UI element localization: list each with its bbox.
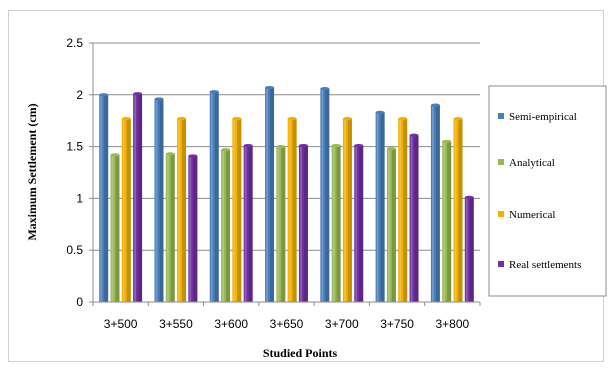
bar-analytical-3+800 xyxy=(442,139,452,302)
bar-real-settlements-3+650 xyxy=(298,143,308,302)
bar-real-settlements-3+700 xyxy=(354,143,364,302)
gridlines xyxy=(93,42,480,251)
y-tick-label: 1.5 xyxy=(66,140,83,154)
y-axis-title: Maximum Settlement (cm) xyxy=(25,103,39,240)
bar-numerical-3+750 xyxy=(398,117,408,303)
bar-analytical-3+500 xyxy=(110,153,120,302)
x-tick-labels: 3+500 3+550 3+600 3+650 3+700 3+750 3+800 xyxy=(104,317,470,331)
bar-semi-empirical-3+750 xyxy=(375,110,385,302)
bar-numerical-3+800 xyxy=(453,117,463,303)
legend-item-analytical: Analytical xyxy=(498,157,555,169)
y-tick-label: 0.5 xyxy=(66,243,83,257)
legend-box xyxy=(488,85,607,297)
x-tick-label: 3+800 xyxy=(436,317,470,331)
legend-label: Analytical xyxy=(509,157,555,169)
bar-real-settlements-3+600 xyxy=(243,143,253,302)
bars xyxy=(99,85,474,303)
legend-swatch xyxy=(498,113,504,119)
y-tick-labels: 0 0.5 1 1.5 2 2.5 xyxy=(66,36,83,309)
bar-semi-empirical-3+550 xyxy=(154,97,164,302)
bar-semi-empirical-3+700 xyxy=(320,86,330,302)
legend-label: Semi-empirical xyxy=(509,111,577,123)
bar-analytical-3+700 xyxy=(331,143,341,302)
bar-numerical-3+700 xyxy=(342,117,352,303)
legend-swatch xyxy=(498,261,504,267)
bar-analytical-3+650 xyxy=(276,145,286,302)
bar-numerical-3+550 xyxy=(177,117,187,303)
y-tick-label: 2 xyxy=(76,88,83,102)
legend: Semi-empirical Analytical Numerical Real se… xyxy=(488,85,607,297)
bar-semi-empirical-3+800 xyxy=(430,103,440,302)
bar-numerical-3+500 xyxy=(121,117,131,303)
bar-numerical-3+650 xyxy=(287,117,297,303)
y-tick-label: 2.5 xyxy=(66,36,83,50)
legend-label: Real settlements xyxy=(509,259,581,271)
legend-label: Numerical xyxy=(509,209,555,221)
bar-analytical-3+600 xyxy=(221,148,231,302)
bar-analytical-3+750 xyxy=(386,147,396,302)
bar-analytical-3+550 xyxy=(165,152,175,302)
bar-semi-empirical-3+600 xyxy=(209,90,219,302)
bar-real-settlements-3+800 xyxy=(464,195,474,302)
legend-item-real-settlements: Real settlements xyxy=(498,259,581,271)
x-tick-label: 3+700 xyxy=(325,317,359,331)
legend-item-semi-empirical: Semi-empirical xyxy=(498,111,577,123)
x-tick-label: 3+550 xyxy=(159,317,193,331)
y-tick-label: 1 xyxy=(76,191,83,205)
axes xyxy=(89,42,481,306)
legend-item-numerical: Numerical xyxy=(498,209,555,221)
y-tick-label: 0 xyxy=(76,295,83,309)
bar-real-settlements-3+750 xyxy=(409,133,419,302)
x-axis-title: Studied Points xyxy=(263,346,338,360)
bar-semi-empirical-3+650 xyxy=(265,85,275,302)
legend-swatch xyxy=(498,159,504,165)
bar-semi-empirical-3+500 xyxy=(99,93,109,302)
x-tick-label: 3+600 xyxy=(214,317,248,331)
x-tick-label: 3+500 xyxy=(104,317,138,331)
bar-numerical-3+600 xyxy=(232,117,242,303)
bar-real-settlements-3+550 xyxy=(188,154,198,302)
x-tick-label: 3+650 xyxy=(270,317,304,331)
bar-real-settlements-3+500 xyxy=(133,92,143,302)
legend-swatch xyxy=(498,211,504,217)
x-tick-label: 3+750 xyxy=(380,317,414,331)
